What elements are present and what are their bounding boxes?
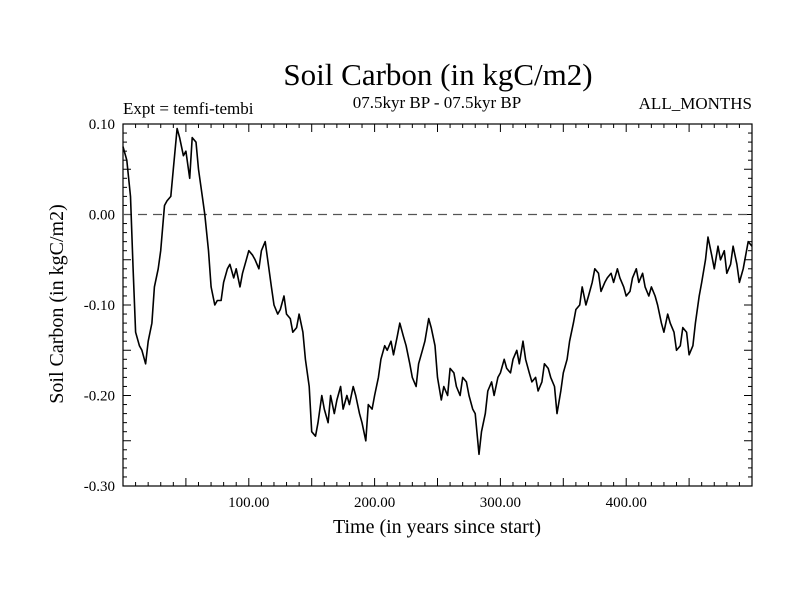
y-tick-label: 0.10 bbox=[89, 117, 115, 133]
x-tick-label: 400.00 bbox=[606, 495, 647, 511]
x-tick-label: 200.00 bbox=[354, 495, 395, 511]
experiment-label: Expt = temfi-tembi bbox=[123, 99, 254, 118]
series-line-temfi-tembi bbox=[122, 127, 753, 456]
period-subtitle: 07.5kyr BP - 07.5kyr BP bbox=[353, 93, 521, 112]
x-axis-label: Time (in years since start) bbox=[333, 516, 541, 538]
y-axis-label: Soil Carbon (in kgC/m2) bbox=[46, 204, 68, 403]
x-tick-label: 300.00 bbox=[480, 495, 521, 511]
x-tick-label: 100.00 bbox=[228, 495, 269, 511]
y-tick-label: -0.20 bbox=[84, 389, 115, 405]
y-tick-label: -0.30 bbox=[84, 479, 115, 495]
chart-title: Soil Carbon (in kgC/m2) bbox=[283, 57, 592, 92]
y-tick-label: 0.00 bbox=[89, 208, 115, 224]
y-tick-label: -0.10 bbox=[84, 298, 115, 314]
months-label: ALL_MONTHS bbox=[639, 94, 752, 113]
